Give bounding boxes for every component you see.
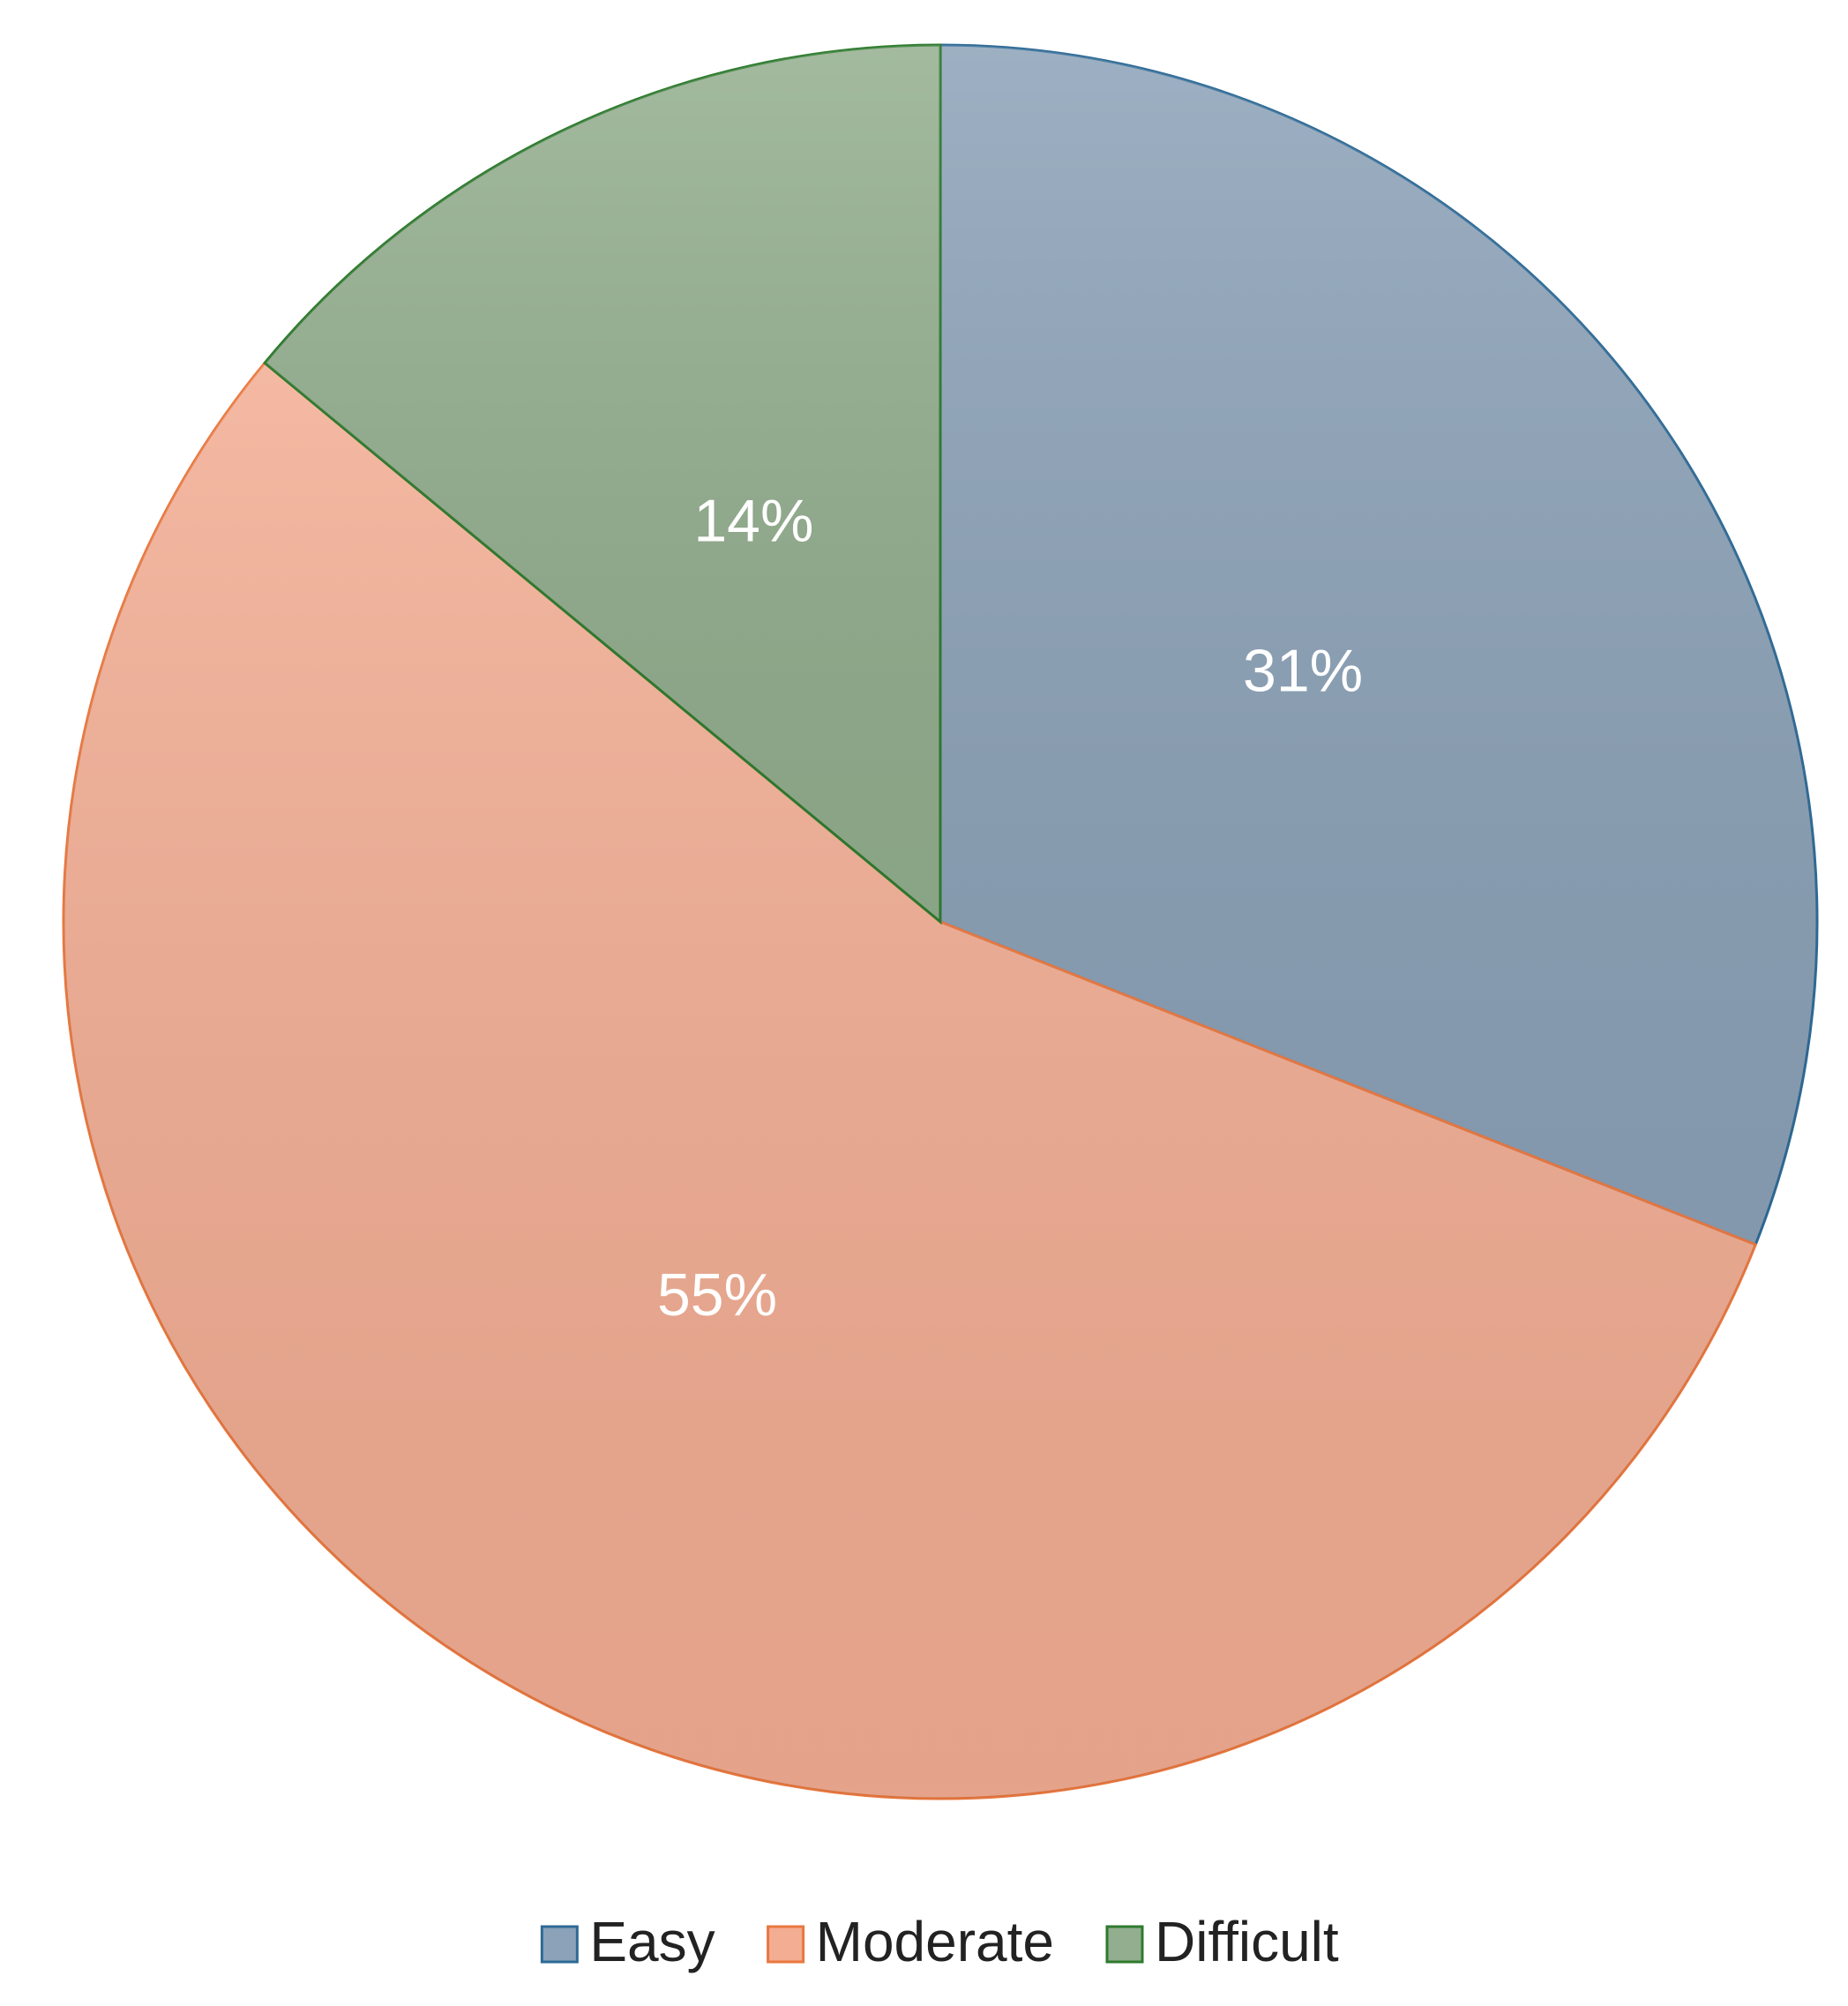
legend-label: Difficult xyxy=(1155,1910,1339,1973)
slice-label: 31% xyxy=(1243,638,1363,705)
slice-shade xyxy=(265,45,940,922)
slice-shade xyxy=(63,363,1756,1800)
slice-label: 14% xyxy=(693,487,813,554)
legend-label: Moderate xyxy=(816,1910,1054,1973)
slice-shade xyxy=(940,45,1818,1245)
legend-swatch xyxy=(1105,1925,1144,1964)
legend: Easy Moderate Difficult xyxy=(540,1910,1339,1973)
slice-label: 55% xyxy=(657,1261,777,1329)
pie: 31% 55% 14% xyxy=(62,43,1819,1800)
legend-label: Easy xyxy=(589,1910,715,1973)
legend-swatch xyxy=(540,1925,579,1964)
legend-swatch xyxy=(767,1925,805,1964)
